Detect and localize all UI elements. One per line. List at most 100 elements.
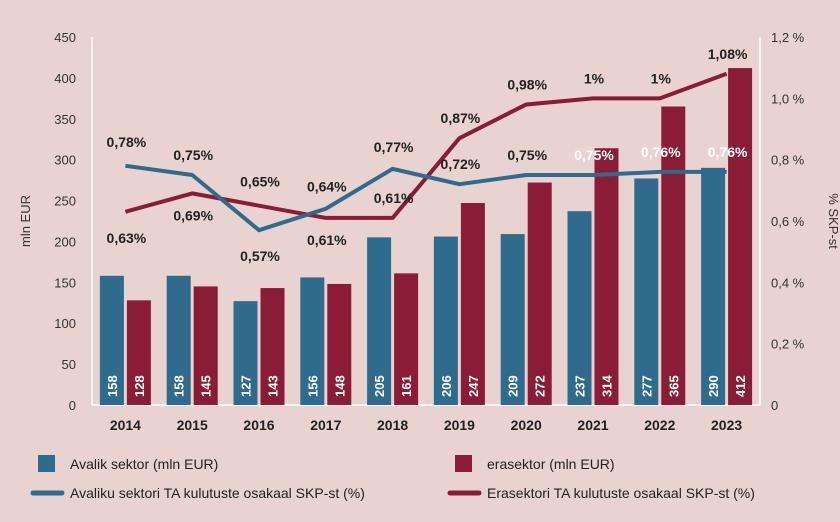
line-label-public: 0,64% bbox=[307, 179, 347, 195]
bar-public bbox=[367, 237, 392, 405]
x-tick: 2017 bbox=[310, 417, 341, 433]
bar-private bbox=[728, 68, 753, 405]
bar-public bbox=[433, 236, 458, 405]
line-label-private: 0,61% bbox=[374, 190, 414, 206]
bar-private bbox=[661, 106, 686, 405]
x-tick: 2022 bbox=[644, 417, 675, 433]
line-label-public: 0,57% bbox=[240, 248, 280, 264]
y-tick-left: 100 bbox=[54, 316, 76, 331]
bar-public bbox=[166, 275, 191, 405]
x-tick: 2014 bbox=[110, 417, 141, 433]
bar-label-private: 148 bbox=[332, 375, 347, 397]
bar-private bbox=[327, 283, 352, 405]
bar-label-public: 158 bbox=[105, 375, 120, 397]
bar-public bbox=[567, 211, 592, 405]
y-tick-right: 0,8 % bbox=[771, 153, 805, 168]
line-label-public: 0,75% bbox=[507, 147, 547, 163]
bar-public bbox=[300, 277, 325, 405]
line-label-public: 0,75% bbox=[173, 147, 213, 163]
bar-label-private: 247 bbox=[466, 375, 481, 397]
line-label-public: 0,72% bbox=[441, 156, 481, 172]
bar-label-private: 161 bbox=[399, 375, 414, 397]
line-label-private: 0,63% bbox=[107, 230, 147, 246]
y-tick-left: 300 bbox=[54, 153, 76, 168]
x-tick: 2016 bbox=[243, 417, 274, 433]
bar-label-public: 206 bbox=[439, 375, 454, 397]
x-tick: 2023 bbox=[711, 417, 742, 433]
y-tick-right: 0 bbox=[771, 398, 778, 413]
axes: 0 50 100 150 200 250 300 350 400 450 0 0,2 % 0,4 % 0,… bbox=[18, 30, 840, 433]
y-tick-left: 450 bbox=[54, 30, 76, 45]
y-tick-right: 1,0 % bbox=[771, 91, 805, 106]
y-tick-left: 150 bbox=[54, 275, 76, 290]
bar-label-public: 156 bbox=[305, 375, 320, 397]
line-public bbox=[125, 163, 727, 233]
line-label-public: 0,77% bbox=[374, 139, 414, 155]
bar-public bbox=[99, 275, 124, 405]
line-label-private: 0,65% bbox=[240, 174, 280, 190]
x-tick: 2015 bbox=[177, 417, 208, 433]
bar-label-public: 205 bbox=[372, 375, 387, 397]
line-label-public: 0,76% bbox=[641, 144, 681, 160]
y-tick-left: 0 bbox=[69, 398, 76, 413]
line-label-private: 0,69% bbox=[173, 207, 213, 223]
line-label-private: 1% bbox=[651, 70, 672, 86]
legend-label-public-line: Avaliku sektori TA kulutuste osakaal SKP… bbox=[70, 485, 365, 501]
legend-label-public-bar: Avalik sektor (mln EUR) bbox=[70, 456, 218, 472]
y-tick-right: 1,2 % bbox=[771, 30, 805, 45]
y-tick-right: 0,2 % bbox=[771, 337, 805, 352]
bar-private bbox=[394, 273, 419, 405]
x-tick: 2021 bbox=[577, 417, 608, 433]
y-tick-left: 400 bbox=[54, 71, 76, 86]
bar-label-private: 145 bbox=[199, 375, 214, 397]
bar-label-public: 277 bbox=[639, 375, 654, 397]
bar-label-private: 314 bbox=[600, 375, 615, 397]
line-label-private: 1,08% bbox=[708, 46, 748, 62]
y-tick-left: 250 bbox=[54, 194, 76, 209]
bars bbox=[99, 68, 753, 405]
bar-private bbox=[126, 300, 151, 405]
bar-label-private: 365 bbox=[666, 375, 681, 397]
y-tick-right: 0,6 % bbox=[771, 214, 805, 229]
legend-label-private-bar: erasektor (mln EUR) bbox=[487, 456, 615, 472]
legend-swatch-public-bar bbox=[38, 455, 55, 472]
bar-public bbox=[233, 301, 258, 405]
bar-public bbox=[634, 178, 659, 405]
bar-private bbox=[460, 203, 485, 405]
bar-label-public: 237 bbox=[573, 375, 588, 397]
line-label-public: 0,76% bbox=[708, 144, 748, 160]
bar-public bbox=[701, 167, 726, 405]
line-label-private: 1% bbox=[584, 70, 605, 86]
bar-private bbox=[260, 288, 285, 405]
x-tick: 2019 bbox=[444, 417, 475, 433]
line-label-public: 0,75% bbox=[574, 147, 614, 163]
x-tick: 2020 bbox=[511, 417, 542, 433]
bar-label-public: 158 bbox=[172, 375, 187, 397]
bar-label-private: 143 bbox=[266, 375, 281, 397]
line-label-private: 0,87% bbox=[441, 110, 481, 126]
bar-label-private: 272 bbox=[533, 375, 548, 397]
bar-private bbox=[527, 182, 552, 405]
bar-private bbox=[193, 286, 218, 405]
legend-swatch-private-bar bbox=[455, 455, 472, 472]
line-label-public: 0,78% bbox=[107, 134, 147, 150]
y-axis-title-right: % SKP-st bbox=[826, 193, 840, 249]
bar-label-public: 127 bbox=[239, 375, 254, 397]
x-tick: 2018 bbox=[377, 417, 408, 433]
y-tick-right: 0,4 % bbox=[771, 275, 805, 290]
y-axis-title-left: mln EUR bbox=[18, 195, 33, 247]
y-tick-left: 200 bbox=[54, 234, 76, 249]
bar-label-public: 290 bbox=[706, 375, 721, 397]
bar-public bbox=[500, 234, 525, 405]
line-label-private: 0,61% bbox=[307, 232, 347, 248]
bar-label-public: 209 bbox=[506, 375, 521, 397]
bar-private bbox=[594, 148, 619, 405]
bar-label-private: 412 bbox=[733, 375, 748, 397]
bar-label-private: 128 bbox=[132, 375, 147, 397]
lines bbox=[124, 71, 728, 233]
y-tick-left: 50 bbox=[62, 357, 76, 372]
data-labels: 158 128 158 145 127 143 156 148 205 161 206 247 209 2… bbox=[105, 46, 748, 397]
legend: Avalik sektor (mln EUR) erasektor (mln EU… bbox=[30, 455, 755, 501]
y-tick-left: 350 bbox=[54, 112, 76, 127]
